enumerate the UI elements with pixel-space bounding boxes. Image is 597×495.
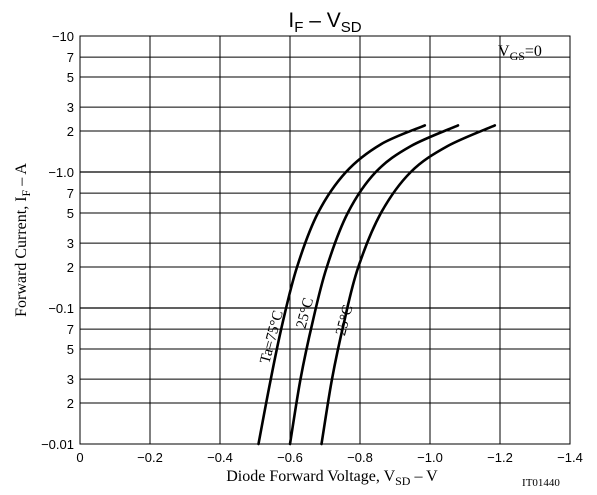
y-tick-label: 7 — [67, 322, 74, 337]
y-tick-label: 2 — [67, 396, 74, 411]
x-axis-label-subscript: SD — [395, 474, 411, 488]
y-tick-label: 7 — [67, 186, 74, 201]
y-tick-label: 2 — [67, 124, 74, 139]
condition-main: V — [498, 43, 510, 60]
y-tick-label: 7 — [67, 50, 74, 65]
chart-title: IF – VSD — [288, 9, 361, 36]
x-tick-label: −1.2 — [487, 450, 513, 465]
y-tick-labels: −0.01 2 3 5 7 −0.1 2 3 5 7 −1.0 2 3 5 7 −10 — [41, 29, 74, 452]
title-separator: – — [303, 9, 326, 32]
y-tick-label: −0.1 — [48, 301, 74, 316]
title-second: V — [327, 9, 341, 32]
title-main-subscript: F — [294, 19, 303, 36]
y-tick-label: 3 — [67, 236, 74, 251]
x-tick-labels: 0 −0.2 −0.4 −0.6 −0.8 −1.0 −1.2 −1.4 — [76, 450, 582, 465]
title-second-subscript: SD — [341, 19, 362, 36]
x-axis-label: Diode Forward Voltage, VSD – V — [226, 468, 438, 488]
y-tick-label: −1.0 — [48, 165, 74, 180]
curve-label: Ta=75°C — [257, 309, 286, 366]
series-line — [288, 124, 460, 446]
y-tick-label: −0.01 — [41, 437, 74, 452]
curve-label: –25°C — [331, 303, 357, 345]
title-main: I — [288, 9, 294, 32]
series-line — [257, 124, 427, 446]
x-axis-label-main: Diode Forward Voltage, V — [226, 468, 395, 485]
y-tick-label: 5 — [67, 206, 74, 221]
x-tick-label: −0.6 — [277, 450, 303, 465]
x-axis-label-tail: – V — [410, 468, 438, 485]
x-tick-label: −1.4 — [557, 450, 583, 465]
x-tick-label: −0.2 — [137, 450, 163, 465]
y-axis-label-tail: – A — [13, 163, 30, 190]
y-axis-label-main: Forward Current, I — [13, 196, 30, 316]
grid — [79, 35, 571, 445]
condition-label: VGS=0 — [498, 43, 542, 63]
x-tick-label: −0.4 — [207, 450, 233, 465]
series — [257, 124, 497, 446]
y-tick-label: 5 — [67, 342, 74, 357]
curve-labels: Ta=75°C 25°C –25°C — [257, 296, 356, 365]
x-tick-label: −0.8 — [347, 450, 373, 465]
y-tick-label: 3 — [67, 372, 74, 387]
y-tick-label: 3 — [67, 100, 74, 115]
y-tick-label: 2 — [67, 260, 74, 275]
x-tick-label: −1.0 — [417, 450, 443, 465]
plot-frame — [79, 35, 571, 445]
series-line — [320, 124, 497, 446]
y-axis-label: Forward Current, IF – A — [13, 163, 33, 317]
y-tick-label: −10 — [52, 29, 74, 44]
drawing-code: IT01440 — [522, 477, 560, 489]
y-tick-label: 5 — [67, 70, 74, 85]
condition-tail: =0 — [525, 43, 542, 60]
condition-subscript: GS — [510, 49, 525, 63]
curve-label: 25°C — [294, 296, 317, 330]
y-axis-label-subscript: F — [19, 189, 33, 196]
x-tick-label: 0 — [76, 450, 83, 465]
